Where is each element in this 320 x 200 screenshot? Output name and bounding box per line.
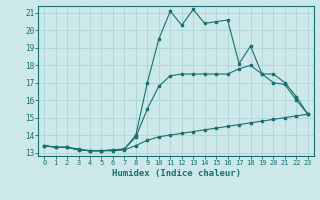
X-axis label: Humidex (Indice chaleur): Humidex (Indice chaleur) — [111, 169, 241, 178]
